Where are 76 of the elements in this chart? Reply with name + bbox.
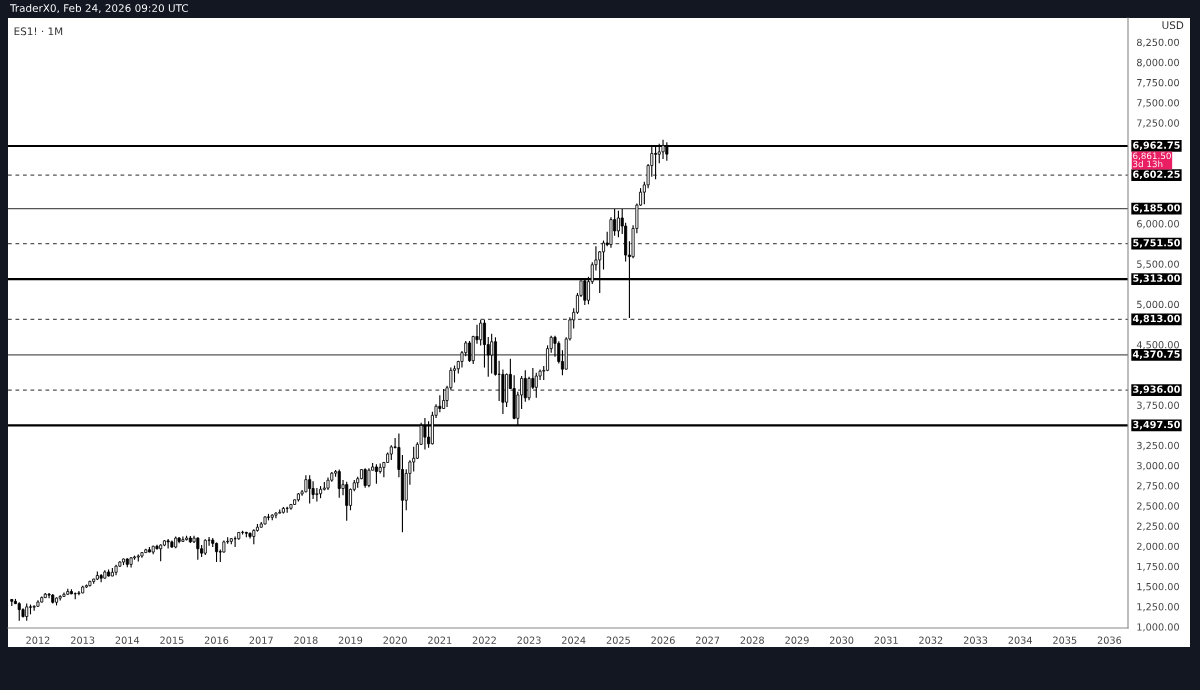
ref-line-label: 5,313.00 <box>1133 274 1180 284</box>
y-tick-label: 8,250.00 <box>1136 38 1179 48</box>
y-tick-label: 3,750.00 <box>1137 401 1179 410</box>
x-tick-label: 2027 <box>695 636 720 644</box>
y-tick-label: 6,000.00 <box>1137 220 1179 229</box>
y-tick-label: 7,500.00 <box>1137 99 1179 108</box>
ref-line-label: 5,751.50 <box>1133 239 1180 248</box>
y-tick-label: 1,500.00 <box>1137 582 1179 592</box>
y-tick-label: 1,750.00 <box>1137 562 1179 572</box>
candlestick <box>315 487 319 502</box>
candlestick <box>479 319 483 346</box>
ref-line-label: 4,370.75 <box>1132 350 1180 360</box>
text: TraderX0, Feb 24, 2026 09:20 UTC <box>9 3 189 14</box>
y-tick-label: 7,250.00 <box>1137 119 1179 128</box>
candlestick <box>308 474 312 504</box>
x-tick-label: 2025 <box>606 636 630 644</box>
candlestick <box>601 239 606 271</box>
ref-line-label: 4,813.00 <box>1132 314 1180 324</box>
x-tick-label: 2031 <box>874 636 898 644</box>
candlestick <box>523 369 527 403</box>
x-tick-label: 2020 <box>383 636 407 644</box>
ref-line-label: 3,497.50 <box>1133 420 1180 430</box>
x-tick-label: 2021 <box>428 636 452 644</box>
x-tick-label: 2026 <box>651 636 675 644</box>
x-tick-label: 2032 <box>919 636 943 644</box>
x-tick-label: 2017 <box>249 636 273 644</box>
x-tick-label: 2019 <box>338 636 363 644</box>
candlestick <box>47 592 51 599</box>
y-tick-label: 1,250.00 <box>1137 603 1179 612</box>
x-tick-label: 2012 <box>26 636 50 644</box>
x-tick-label: 2024 <box>562 636 586 644</box>
y-tick-label: 2,750.00 <box>1137 482 1179 491</box>
text: 6,861.50 3d 13h <box>1133 152 1171 168</box>
candlestick <box>367 467 371 488</box>
y-tick-label: 2,500.00 <box>1137 502 1179 511</box>
y-tick-label: 5,500.00 <box>1137 260 1179 269</box>
ref-line-label: 3,936.00 <box>1133 385 1180 395</box>
x-tick-label: 2029 <box>785 636 809 644</box>
y-tick-label: 2,250.00 <box>1137 522 1179 531</box>
x-tick-label: 2015 <box>160 636 184 644</box>
x-tick-label: 2013 <box>71 636 95 644</box>
y-tick-label: 4,500.00 <box>1136 341 1179 350</box>
x-tick-label: 2028 <box>740 636 764 644</box>
candlestick <box>468 340 472 363</box>
x-tick-label: 2033 <box>963 636 988 644</box>
x-tick-label: 2022 <box>472 636 496 644</box>
y-tick-label: 3,250.00 <box>1137 441 1179 451</box>
candlestick <box>17 601 21 622</box>
y-axis-title: USD <box>1162 21 1184 30</box>
candlestick <box>616 210 620 238</box>
y-tick-label: 5,000.00 <box>1137 300 1179 310</box>
x-tick-label: 2016 <box>204 636 229 644</box>
y-tick-label: 7,750.00 <box>1137 78 1179 88</box>
ref-line-label: 6,602.25 <box>1133 170 1180 180</box>
x-tick-label: 2034 <box>1008 636 1033 644</box>
x-tick-label: 2035 <box>1053 636 1077 644</box>
candlestick <box>166 538 170 550</box>
y-tick-label: 3,000.00 <box>1137 462 1179 471</box>
candlestick <box>196 536 200 561</box>
candlestick <box>482 319 486 369</box>
y-tick-label: 8,000.00 <box>1136 58 1179 68</box>
candlestick <box>181 535 185 543</box>
y-tick-label: 1,000.00 <box>1137 623 1179 632</box>
ref-line-label: 6,185.00 <box>1133 204 1180 213</box>
candlestick <box>534 372 538 399</box>
ref-line-label: 6,962.75 <box>1133 141 1180 151</box>
y-tick-label: 2,000.00 <box>1137 542 1179 551</box>
candlestick <box>363 467 367 489</box>
candlestick <box>233 535 237 548</box>
x-tick-label: 2030 <box>829 636 854 644</box>
x-tick-label: 2018 <box>294 636 318 644</box>
x-tick-label: 2036 <box>1097 636 1122 644</box>
candlestick <box>345 481 349 522</box>
x-tick-label: 2014 <box>115 636 140 644</box>
text: ES1! · 1M <box>14 27 63 36</box>
x-tick-label: 2023 <box>517 636 541 644</box>
